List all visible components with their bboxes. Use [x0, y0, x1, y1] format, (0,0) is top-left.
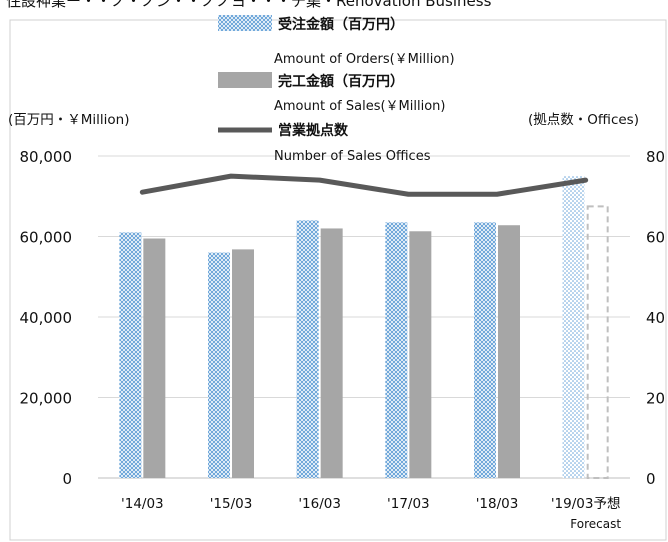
legend-label-sales: 完工金額（百万円） [278, 73, 404, 90]
right-tick-label: 0 [646, 470, 656, 488]
category-label: '14/03 [121, 496, 164, 512]
right-tick-label: 80 [646, 148, 665, 166]
category-sublabel: Forecast [570, 517, 621, 531]
bar-orders [119, 232, 142, 478]
right-tick-label: 20 [646, 390, 665, 408]
bar-orders [296, 220, 319, 478]
offices-line [139, 173, 589, 197]
category-label: '19/03予想 [551, 496, 621, 512]
right-tick-label: 60 [646, 229, 665, 247]
category-label: '16/03 [298, 496, 341, 512]
legend-label-offices-en: Number of Sales Offices [274, 149, 431, 164]
left-tick-label: 40,000 [20, 309, 73, 327]
category-label: '18/03 [476, 496, 519, 512]
bar-orders [208, 252, 230, 478]
left-axis-label: (百万円・￥Million) [8, 112, 130, 128]
offices-series-line [139, 173, 589, 197]
bar-sales [498, 225, 520, 478]
left-tick-label: 80,000 [20, 148, 73, 166]
bar-sales [143, 238, 166, 478]
left-tick-label: 0 [62, 470, 72, 488]
legend-label-orders: 受注金額（百万円） [278, 16, 404, 33]
legend: 受注金額（百万円） Amount of Orders(￥Million) 完工金… [218, 15, 455, 164]
bar-orders [385, 222, 408, 478]
legend-swatch-sales [218, 72, 272, 88]
header-text: 住設神業ー・・ノ・ノン・・ノノヨ・・・チ集・Renovation Busines… [6, 0, 492, 10]
bar-sales [320, 228, 343, 478]
legend-swatch-orders [218, 15, 272, 31]
left-tick-label: 60,000 [20, 229, 73, 247]
legend-label-sales-en: Amount of Sales(￥Million) [274, 99, 445, 114]
axes: 80,000 60,000 40,000 20,000 0 80 60 40 20 0 '14/03… [20, 148, 666, 531]
legend-label-orders-en: Amount of Orders(￥Million) [274, 52, 455, 67]
chart-frame [9, 19, 667, 541]
legend-label-offices: 営業拠点数 [278, 122, 349, 139]
category-label: '17/03 [387, 496, 430, 512]
left-tick-label: 20,000 [20, 390, 73, 408]
bar-sales [232, 249, 254, 478]
bar-sales [409, 231, 432, 478]
right-axis-label: (拠点数・Offices) [528, 112, 639, 128]
category-label: '15/03 [210, 496, 253, 512]
bar-orders-forecast [562, 176, 585, 478]
right-tick-label: 40 [646, 309, 665, 327]
bar-orders [474, 222, 496, 478]
bar-sales-forecast [586, 205, 609, 479]
gridlines [98, 155, 630, 479]
bars [119, 176, 609, 479]
